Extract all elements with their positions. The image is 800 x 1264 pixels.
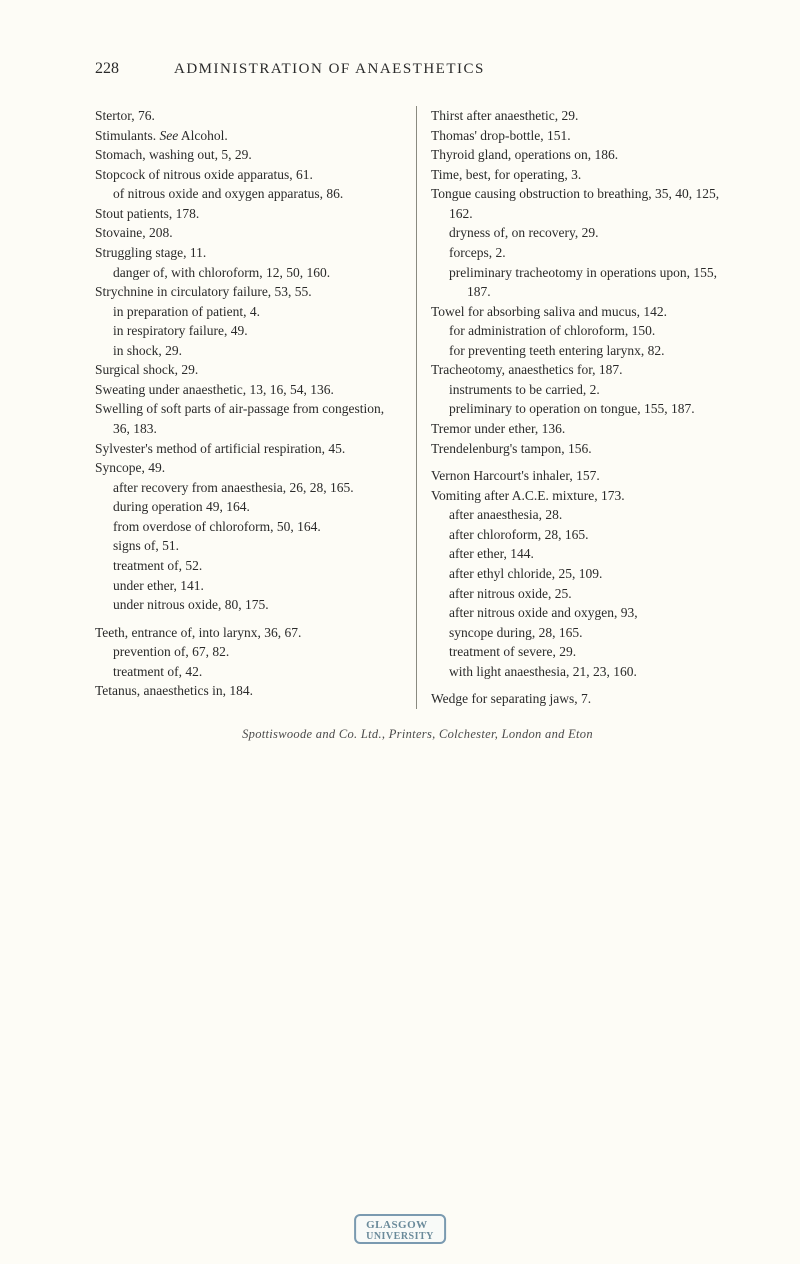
index-entry: Tracheotomy, anaesthetics for, 187. [431, 360, 740, 380]
index-entry: Stomach, washing out, 5, 29. [95, 145, 404, 165]
index-subentry: under nitrous oxide, 80, 175. [95, 595, 404, 615]
index-entry: Teeth, entrance of, into larynx, 36, 67. [95, 623, 404, 643]
index-entry: Sylvester's method of artificial respira… [95, 439, 404, 459]
index-subentry: for administration of chloroform, 150. [431, 321, 740, 341]
index-entry: Time, best, for operating, 3. [431, 165, 740, 185]
index-entry: Stout patients, 178. [95, 204, 404, 224]
index-subentry: after recovery from anaesthesia, 26, 28,… [95, 478, 404, 498]
index-subentry: after anaesthesia, 28. [431, 505, 740, 525]
index-subentry: preliminary to operation on tongue, 155,… [431, 399, 740, 419]
index-entry: Stimulants. See Alcohol. [95, 126, 404, 146]
index-subentry: from overdose of chloroform, 50, 164. [95, 517, 404, 537]
index-entry: Thirst after anaesthetic, 29. [431, 106, 740, 126]
index-subentry: after ethyl chloride, 25, 109. [431, 564, 740, 584]
left-column: Stertor, 76. Stimulants. See Alcohol. St… [95, 106, 417, 709]
index-subentry: signs of, 51. [95, 536, 404, 556]
stamp-line2: UNIVERSITY [366, 1231, 434, 1242]
page-number: 228 [95, 60, 119, 78]
index-subentry: forceps, 2. [431, 243, 740, 263]
index-entry: Surgical shock, 29. [95, 360, 404, 380]
entry-ref: Alcohol. [178, 128, 228, 143]
index-entry: Vomiting after A.C.E. mixture, 173. [431, 486, 740, 506]
index-entry: Sweating under anaesthetic, 13, 16, 54, … [95, 380, 404, 400]
index-subentry: in preparation of patient, 4. [95, 302, 404, 322]
index-subentry: prevention of, 67, 82. [95, 642, 404, 662]
index-entry: Towel for absorbing saliva and mucus, 14… [431, 302, 740, 322]
library-stamp: GLASGOW UNIVERSITY [354, 1214, 446, 1244]
index-entry: Stovaine, 208. [95, 223, 404, 243]
index-entry: Wedge for separating jaws, 7. [431, 689, 740, 709]
index-subentry: after nitrous oxide and oxygen, 93, [431, 603, 740, 623]
index-subentry: treatment of, 52. [95, 556, 404, 576]
page-title: ADMINISTRATION OF ANAESTHETICS [174, 61, 485, 78]
index-columns: Stertor, 76. Stimulants. See Alcohol. St… [95, 106, 740, 709]
index-subentry: after nitrous oxide, 25. [431, 584, 740, 604]
index-subentry: of nitrous oxide and oxygen apparatus, 8… [95, 184, 404, 204]
index-subentry: treatment of, 42. [95, 662, 404, 682]
right-column: Thirst after anaesthetic, 29. Thomas' dr… [417, 106, 740, 709]
index-subentry: after chloroform, 28, 165. [431, 525, 740, 545]
index-subentry: instruments to be carried, 2. [431, 380, 740, 400]
index-subentry: during operation 49, 164. [95, 497, 404, 517]
index-entry: Tetanus, anaesthetics in, 184. [95, 681, 404, 701]
index-subentry: in shock, 29. [95, 341, 404, 361]
index-entry: Tongue causing obstruction to breathing,… [431, 184, 740, 223]
index-subentry: after ether, 144. [431, 544, 740, 564]
page-header: 228 ADMINISTRATION OF ANAESTHETICS [95, 60, 740, 78]
index-entry: Tremor under ether, 136. [431, 419, 740, 439]
index-entry: Stertor, 76. [95, 106, 404, 126]
index-entry: Vernon Harcourt's inhaler, 157. [431, 466, 740, 486]
see-ref: See [160, 128, 179, 143]
break [95, 615, 404, 623]
printer-footer: Spottiswoode and Co. Ltd., Printers, Col… [95, 727, 740, 742]
index-subentry: danger of, with chloroform, 12, 50, 160. [95, 263, 404, 283]
index-subentry: in respiratory failure, 49. [95, 321, 404, 341]
index-entry: Thomas' drop-bottle, 151. [431, 126, 740, 146]
index-subentry: for preventing teeth entering larynx, 82… [431, 341, 740, 361]
index-entry: Strychnine in circulatory failure, 53, 5… [95, 282, 404, 302]
index-entry: Syncope, 49. [95, 458, 404, 478]
index-entry: Trendelenburg's tampon, 156. [431, 439, 740, 459]
index-subentry: preliminary tracheotomy in operations up… [431, 263, 740, 302]
stamp-line1: GLASGOW [366, 1219, 434, 1231]
index-entry: Thyroid gland, operations on, 186. [431, 145, 740, 165]
index-subentry: syncope during, 28, 165. [431, 623, 740, 643]
index-entry: Stopcock of nitrous oxide apparatus, 61. [95, 165, 404, 185]
page-container: 228 ADMINISTRATION OF ANAESTHETICS Stert… [0, 0, 800, 1264]
break [431, 681, 740, 689]
break [431, 458, 740, 466]
index-entry: Struggling stage, 11. [95, 243, 404, 263]
index-subentry: treatment of severe, 29. [431, 642, 740, 662]
index-subentry: dryness of, on recovery, 29. [431, 223, 740, 243]
index-subentry: under ether, 141. [95, 576, 404, 596]
entry-word: Stimulants. [95, 128, 156, 143]
index-subentry: with light anaesthesia, 21, 23, 160. [431, 662, 740, 682]
index-entry: Swelling of soft parts of air-passage fr… [95, 399, 404, 438]
